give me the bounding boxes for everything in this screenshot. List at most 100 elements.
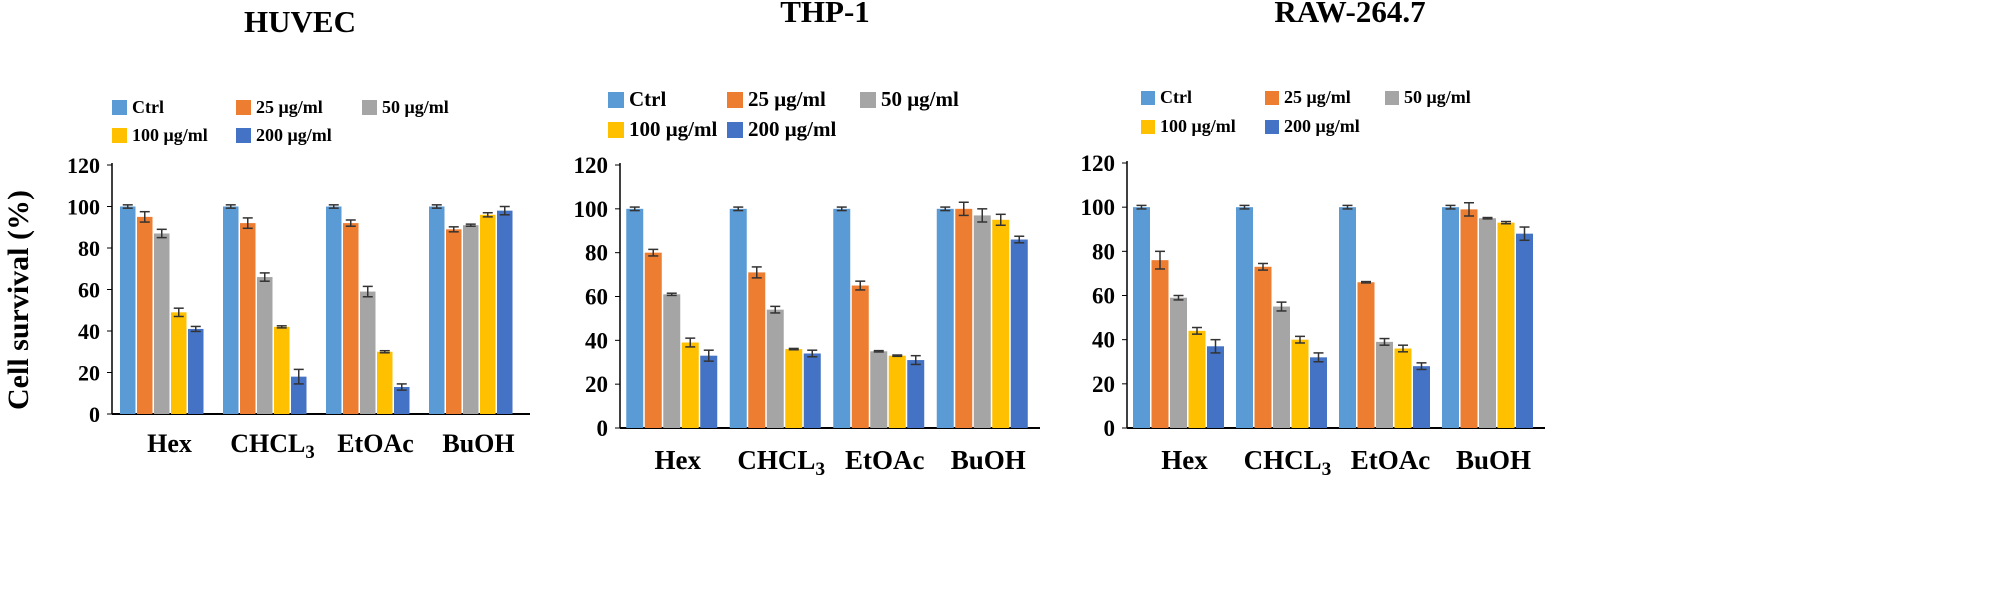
x-tick-label: Hex (1161, 445, 1208, 475)
bar (326, 206, 342, 414)
y-tick-label: 100 (1081, 195, 1116, 220)
bar (907, 360, 925, 428)
y-tick-label: 20 (78, 361, 100, 386)
x-tick-label: BuOH (442, 429, 514, 458)
bar (274, 326, 290, 414)
bar (120, 206, 136, 414)
legend-label: 200 μg/ml (256, 125, 332, 145)
legend-swatch (1141, 120, 1155, 134)
legend: Ctrl 25 μg/ml 50 μg/ml 100 μg/ml 200 μg/ml (112, 97, 449, 145)
bar (1460, 209, 1478, 428)
bar (1188, 330, 1206, 428)
x-tick-label: EtOAc (1351, 445, 1431, 475)
x-tick-label: CHCL3 (230, 429, 314, 463)
bar (343, 223, 359, 414)
y-tick-label: 100 (67, 195, 100, 220)
legend-label: 200 μg/ml (748, 117, 836, 141)
bar (377, 351, 393, 414)
legend-swatch (608, 122, 624, 138)
bar (291, 376, 307, 414)
bar (240, 223, 256, 414)
legend-label: 50 μg/ml (1404, 87, 1471, 107)
legend-swatch (1385, 91, 1399, 105)
legend-label: 25 μg/ml (1284, 87, 1351, 107)
legend-swatch (1265, 120, 1279, 134)
chart-panels: HUVEC Ctrl 25 μg/ml 50 μg/ml 100 μg/ml 200 μg… (67, 0, 1545, 480)
bar (429, 206, 445, 414)
y-tick-label: 80 (585, 241, 608, 266)
bar (936, 208, 954, 428)
bar (394, 387, 410, 414)
chart-title: HUVEC (244, 4, 356, 39)
bar (729, 208, 747, 428)
x-tick-label: EtOAc (845, 445, 925, 475)
legend-swatch (1265, 91, 1279, 105)
legend-swatch (236, 100, 251, 115)
bar (1254, 266, 1272, 428)
bar (463, 225, 479, 414)
legend-label: Ctrl (1160, 87, 1192, 107)
x-tick-label: CHCL3 (737, 445, 825, 480)
legend-swatch (860, 92, 876, 108)
y-axis-label: Cell survival (%) (2, 190, 35, 410)
bar (870, 351, 888, 428)
bar (1010, 239, 1028, 428)
x-tick-label: BuOH (1456, 445, 1531, 475)
y-tick-label: 0 (89, 402, 100, 427)
bar (748, 272, 766, 428)
legend-swatch (727, 92, 743, 108)
legend-label: 100 μg/ml (132, 125, 208, 145)
chart-panel: RAW-264.7 Ctrl 25 μg/ml 50 μg/ml 100 μg/ml 20… (1081, 0, 1545, 480)
y-tick-label: 40 (585, 328, 608, 353)
legend-label: 50 μg/ml (382, 97, 449, 117)
bar (833, 208, 851, 428)
legend-swatch (1141, 91, 1155, 105)
legend-label: Ctrl (132, 97, 164, 117)
bar (992, 219, 1010, 428)
y-tick-label: 60 (585, 285, 608, 310)
bar (171, 312, 187, 414)
bar (955, 208, 973, 428)
y-tick-label: 20 (585, 372, 608, 397)
x-tick-label: CHCL3 (1244, 445, 1332, 480)
legend-label: 25 μg/ml (748, 87, 826, 111)
bar (888, 355, 906, 428)
chart-title: THP-1 (780, 0, 870, 29)
bar (973, 215, 991, 428)
bar (700, 355, 718, 428)
x-tick-label: EtOAc (337, 429, 414, 458)
bar (851, 285, 869, 428)
bar (480, 214, 496, 414)
y-tick-label: 0 (1104, 416, 1116, 441)
bar (1516, 233, 1533, 428)
legend: Ctrl 25 μg/ml 50 μg/ml 100 μg/ml 200 μg/ml (608, 87, 959, 141)
x-tick-label: Hex (655, 445, 702, 475)
bar (1291, 339, 1309, 428)
bar (1339, 207, 1356, 428)
bar (663, 294, 681, 428)
legend-label: Ctrl (629, 87, 666, 111)
chart-title: RAW-264.7 (1274, 0, 1425, 29)
bar (1170, 297, 1187, 428)
bar (1357, 282, 1375, 428)
bar (1442, 207, 1459, 428)
legend-swatch (236, 128, 251, 143)
legend-swatch (362, 100, 377, 115)
bar (1376, 341, 1393, 428)
bar (766, 309, 784, 428)
bar (1413, 366, 1430, 428)
y-tick-label: 120 (67, 153, 100, 178)
legend-swatch (727, 122, 743, 138)
legend-label: 200 μg/ml (1284, 116, 1360, 136)
legend-label: 25 μg/ml (256, 97, 323, 117)
chart-panel: HUVEC Ctrl 25 μg/ml 50 μg/ml 100 μg/ml 200 μg… (67, 4, 530, 463)
bar (446, 229, 462, 414)
bar (1479, 218, 1496, 428)
y-tick-label: 80 (1092, 239, 1115, 264)
bar (1151, 260, 1169, 428)
bar (257, 277, 273, 414)
legend-swatch (112, 100, 127, 115)
bar (1236, 207, 1253, 428)
legend-label: 100 μg/ml (1160, 116, 1236, 136)
